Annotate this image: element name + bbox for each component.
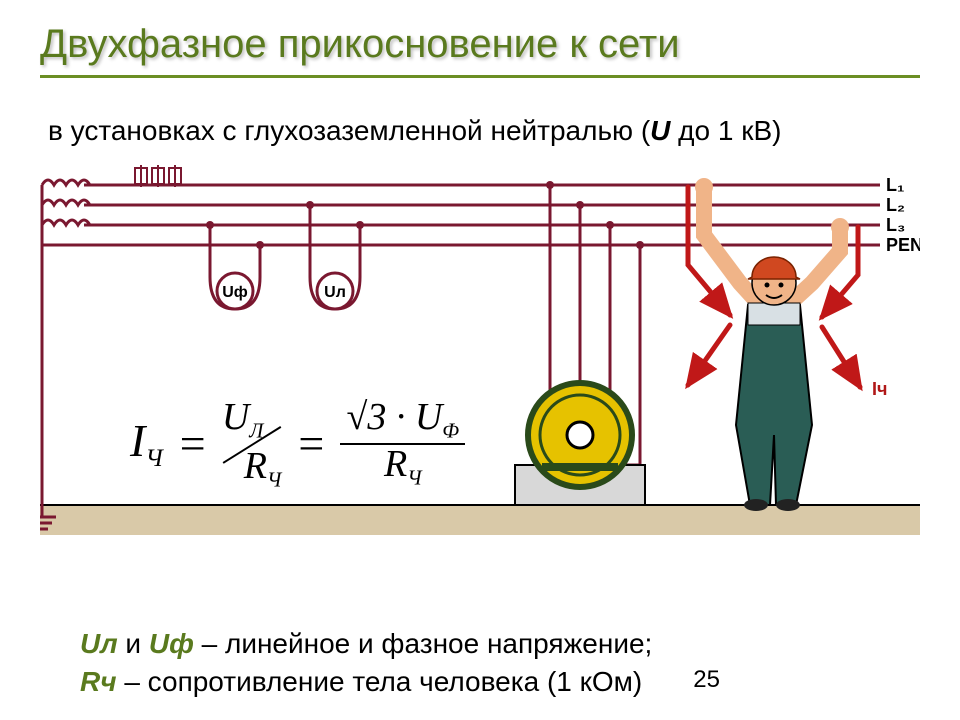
source-coils	[42, 180, 90, 245]
formula: IЧ = UЛ RЧ = √3 · UФ RЧ	[130, 395, 465, 492]
neutral-ground	[40, 245, 56, 529]
label-uphase: Uф	[222, 284, 248, 301]
legend: Uл и Uф – линейное и фазное напряжение; …	[80, 625, 652, 701]
formula-frac1: UЛ RЧ	[222, 395, 282, 492]
slide-subtitle: в установках с глухозаземленной нейтраль…	[48, 115, 781, 147]
fuses	[135, 165, 181, 187]
label-ich: Iч	[872, 379, 887, 399]
label-uline: Uл	[324, 284, 346, 301]
page-number: 25	[693, 666, 720, 694]
bus-wires	[42, 185, 880, 245]
title-bar: Двухфазное прикосновение к сети	[40, 22, 920, 78]
slide-title: Двухфазное прикосновение к сети	[40, 22, 680, 66]
label-l2: L₂	[886, 195, 905, 215]
motor-icon	[528, 383, 632, 487]
label-pen: PEN	[886, 235, 920, 255]
label-l1: L₁	[886, 175, 904, 195]
formula-frac2: √3 · UФ RЧ	[340, 398, 465, 489]
label-l3: L₃	[886, 215, 905, 235]
